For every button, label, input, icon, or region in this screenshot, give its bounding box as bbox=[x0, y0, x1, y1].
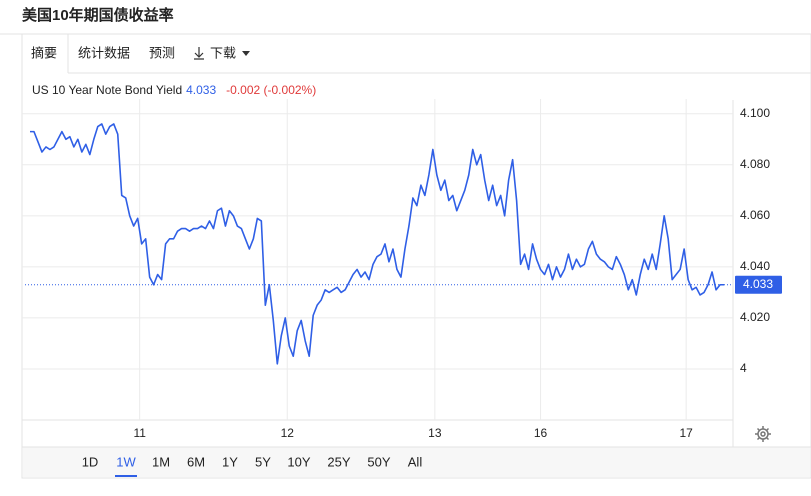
gear-teeth bbox=[755, 426, 771, 442]
y-tick-label: 4 bbox=[740, 361, 747, 375]
range-bar bbox=[23, 447, 810, 477]
chart-header: US 10 Year Note Bond Yield 4.033 -0.002 (-… bbox=[32, 83, 316, 97]
series-line bbox=[29, 123, 725, 365]
range-button[interactable]: 25Y bbox=[327, 454, 350, 469]
y-tick-label: 4.080 bbox=[740, 157, 770, 171]
gear-hub bbox=[760, 431, 766, 437]
last-value-label: 4.033 bbox=[743, 277, 773, 291]
x-tick-label: 16 bbox=[534, 426, 548, 440]
range-button[interactable]: 1Y bbox=[222, 454, 238, 469]
download-button[interactable]: 下载 bbox=[210, 45, 236, 60]
y-tick-label: 4.040 bbox=[740, 259, 770, 273]
tab[interactable]: 统计数据 bbox=[78, 45, 130, 60]
y-tick-label: 4.060 bbox=[740, 208, 770, 222]
tab[interactable]: 摘要 bbox=[31, 45, 57, 60]
y-tick-label: 4.100 bbox=[740, 106, 770, 120]
x-tick-label: 11 bbox=[133, 426, 146, 440]
tab[interactable]: 预测 bbox=[149, 45, 175, 60]
download-arrow bbox=[194, 47, 204, 60]
range-button[interactable]: All bbox=[408, 454, 423, 469]
panel-frame bbox=[21, 33, 811, 479]
change: -0.002 (-0.002%) bbox=[226, 83, 316, 97]
series-name: US 10 Year Note Bond Yield bbox=[32, 83, 182, 97]
download-icon[interactable] bbox=[194, 47, 204, 60]
last-value-box bbox=[735, 275, 782, 294]
y-tick-label: 4.020 bbox=[740, 310, 770, 324]
settings-icon[interactable] bbox=[755, 426, 771, 442]
range-button[interactable]: 5Y bbox=[255, 454, 271, 469]
last-value: 4.033 bbox=[186, 83, 216, 97]
range-button[interactable]: 50Y bbox=[367, 454, 390, 469]
page-title: 美国10年期国债收益率 bbox=[22, 6, 174, 24]
range-button[interactable]: 1W bbox=[116, 454, 136, 469]
range-button[interactable]: 1M bbox=[152, 454, 170, 469]
range-button[interactable]: 6M bbox=[187, 454, 205, 469]
dropdown-caret bbox=[242, 51, 250, 56]
range-button[interactable]: 10Y bbox=[287, 454, 310, 469]
x-tick-label: 12 bbox=[281, 426, 295, 440]
x-tick-label: 13 bbox=[428, 426, 442, 440]
range-button[interactable]: 1D bbox=[82, 454, 99, 469]
x-tick-label: 17 bbox=[679, 426, 693, 440]
